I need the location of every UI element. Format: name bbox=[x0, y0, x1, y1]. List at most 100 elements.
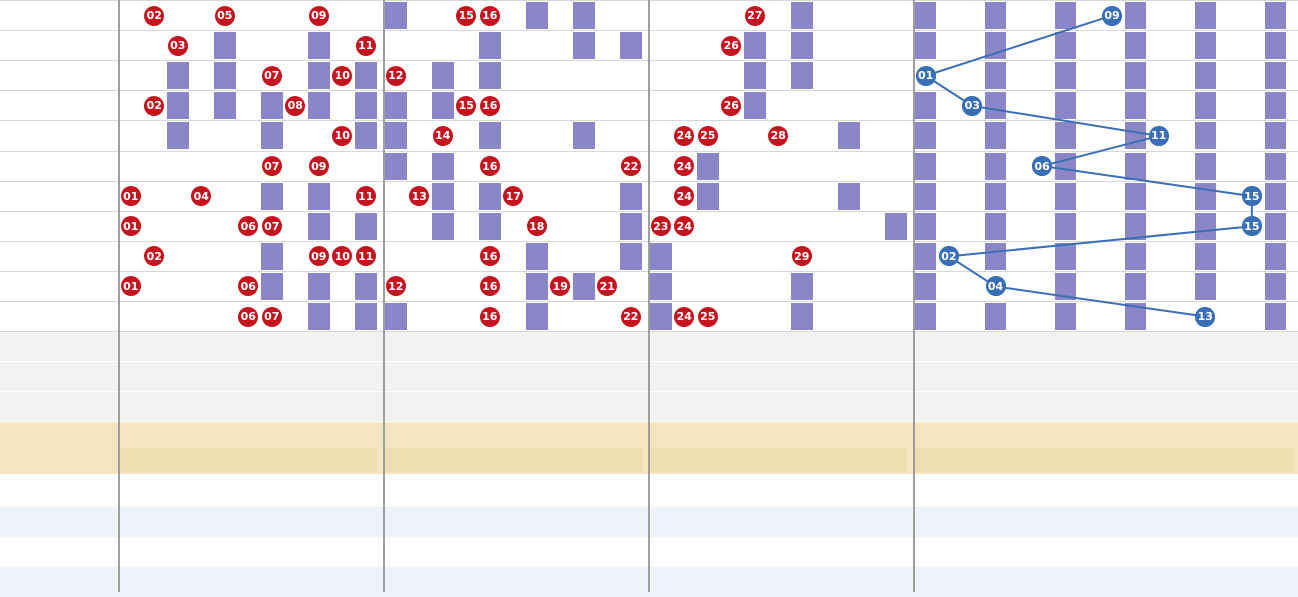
select-blue-number[interactable] bbox=[961, 332, 984, 361]
select-number[interactable] bbox=[549, 332, 573, 361]
select-number[interactable] bbox=[649, 392, 673, 421]
select-blue-number[interactable] bbox=[1194, 392, 1217, 421]
select-number[interactable] bbox=[431, 362, 455, 391]
select-number[interactable] bbox=[720, 332, 744, 361]
select-number[interactable] bbox=[408, 362, 432, 391]
select-number[interactable] bbox=[619, 362, 643, 391]
select-blue-number[interactable] bbox=[914, 332, 937, 361]
select-number[interactable] bbox=[502, 362, 526, 391]
select-number[interactable] bbox=[673, 362, 697, 391]
select-number[interactable] bbox=[814, 362, 838, 391]
select-blue-number[interactable] bbox=[1194, 332, 1217, 361]
select-number[interactable] bbox=[837, 332, 861, 361]
select-blue-number[interactable] bbox=[1031, 392, 1054, 421]
select-number[interactable] bbox=[861, 362, 885, 391]
select-number[interactable] bbox=[237, 362, 261, 391]
select-number[interactable] bbox=[572, 332, 596, 361]
select-number[interactable] bbox=[743, 392, 767, 421]
select-blue-number[interactable] bbox=[1217, 392, 1240, 421]
select-blue-number[interactable] bbox=[1170, 332, 1193, 361]
select-blue-number[interactable] bbox=[937, 392, 960, 421]
select-number[interactable] bbox=[720, 362, 744, 391]
select-number[interactable] bbox=[884, 392, 908, 421]
select-blue-number[interactable] bbox=[1217, 332, 1240, 361]
select-number[interactable] bbox=[767, 332, 791, 361]
select-number[interactable] bbox=[502, 332, 526, 361]
select-number[interactable] bbox=[673, 392, 697, 421]
select-number[interactable] bbox=[284, 392, 308, 421]
select-blue-number[interactable] bbox=[1007, 362, 1030, 391]
select-number[interactable] bbox=[307, 332, 331, 361]
select-blue-number[interactable] bbox=[1100, 362, 1123, 391]
select-number[interactable] bbox=[455, 332, 479, 361]
select-number[interactable] bbox=[331, 332, 355, 361]
select-number[interactable] bbox=[455, 392, 479, 421]
select-blue-number[interactable] bbox=[1147, 362, 1170, 391]
period-header[interactable] bbox=[0, 422, 72, 474]
select-blue-number[interactable] bbox=[984, 392, 1007, 421]
select-number[interactable] bbox=[284, 362, 308, 391]
select-blue-number[interactable] bbox=[1217, 362, 1240, 391]
select-number[interactable] bbox=[572, 362, 596, 391]
select-blue-number[interactable] bbox=[1124, 392, 1147, 421]
select-blue-number[interactable] bbox=[1054, 332, 1077, 361]
select-number[interactable] bbox=[790, 362, 814, 391]
select-number[interactable] bbox=[166, 392, 190, 421]
select-number[interactable] bbox=[572, 392, 596, 421]
select-blue-number[interactable] bbox=[937, 332, 960, 361]
select-number[interactable] bbox=[549, 362, 573, 391]
select-number[interactable] bbox=[767, 392, 791, 421]
select-blue-number[interactable] bbox=[961, 362, 984, 391]
select-number[interactable] bbox=[119, 362, 143, 391]
select-blue-number[interactable] bbox=[1124, 332, 1147, 361]
select-blue-number[interactable] bbox=[914, 362, 937, 391]
select-blue-number[interactable] bbox=[1240, 392, 1263, 421]
select-number[interactable] bbox=[237, 392, 261, 421]
select-blue-number[interactable] bbox=[1031, 332, 1054, 361]
select-number[interactable] bbox=[478, 392, 502, 421]
select-number[interactable] bbox=[596, 332, 620, 361]
select-blue-number[interactable] bbox=[1054, 392, 1077, 421]
select-number[interactable] bbox=[619, 332, 643, 361]
select-number[interactable] bbox=[743, 362, 767, 391]
select-blue-number[interactable] bbox=[984, 362, 1007, 391]
select-number[interactable] bbox=[431, 332, 455, 361]
select-blue-number[interactable] bbox=[1194, 362, 1217, 391]
select-blue-number[interactable] bbox=[1077, 332, 1100, 361]
select-number[interactable] bbox=[331, 392, 355, 421]
select-blue-number[interactable] bbox=[1124, 362, 1147, 391]
select-number[interactable] bbox=[596, 392, 620, 421]
select-number[interactable] bbox=[213, 392, 237, 421]
select-blue-number[interactable] bbox=[1100, 332, 1123, 361]
select-number[interactable] bbox=[260, 362, 284, 391]
select-blue-number[interactable] bbox=[1170, 392, 1193, 421]
select-number[interactable] bbox=[743, 332, 767, 361]
select-number[interactable] bbox=[354, 332, 378, 361]
select-number[interactable] bbox=[696, 392, 720, 421]
select-number[interactable] bbox=[478, 332, 502, 361]
select-number[interactable] bbox=[213, 332, 237, 361]
select-number[interactable] bbox=[190, 362, 214, 391]
select-number[interactable] bbox=[307, 392, 331, 421]
select-number[interactable] bbox=[837, 362, 861, 391]
select-number[interactable] bbox=[720, 392, 744, 421]
select-number[interactable] bbox=[190, 332, 214, 361]
select-number[interactable] bbox=[884, 362, 908, 391]
select-blue-number[interactable] bbox=[1240, 332, 1263, 361]
select-number[interactable] bbox=[767, 362, 791, 391]
select-number[interactable] bbox=[166, 332, 190, 361]
select-number[interactable] bbox=[649, 362, 673, 391]
select-blue-number[interactable] bbox=[1054, 362, 1077, 391]
select-number[interactable] bbox=[260, 332, 284, 361]
select-number[interactable] bbox=[190, 392, 214, 421]
select-blue-number[interactable] bbox=[961, 392, 984, 421]
select-blue-number[interactable] bbox=[1007, 332, 1030, 361]
select-blue-number[interactable] bbox=[1264, 332, 1287, 361]
select-number[interactable] bbox=[284, 332, 308, 361]
select-number[interactable] bbox=[119, 332, 143, 361]
select-blue-number[interactable] bbox=[984, 332, 1007, 361]
select-blue-number[interactable] bbox=[1147, 332, 1170, 361]
select-number[interactable] bbox=[143, 332, 167, 361]
select-blue-number[interactable] bbox=[1264, 362, 1287, 391]
select-blue-number[interactable] bbox=[1077, 362, 1100, 391]
